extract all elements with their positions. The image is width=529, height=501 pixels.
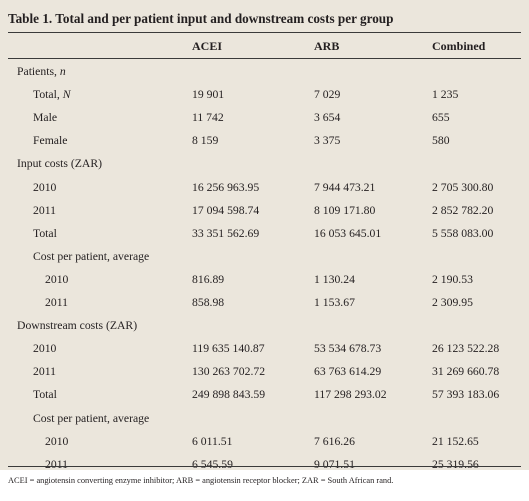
table-title: Table 1. Total and per patient input and… [8,11,394,26]
row-label: Input costs (ZAR) [17,157,103,171]
table-row: 2010 816.89 1 130.24 2 190.53 [0,273,529,293]
acei-value: 16 256 963.95 [192,180,260,194]
table-row: 2011 130 263 702.72 63 763 614.29 31 269 66… [0,365,529,385]
top-rule [8,32,521,33]
row-label: 2010 [45,272,69,286]
combined-value: 57 393 183.06 [432,388,500,402]
table-row: Total, N 19 901 7 029 1 235 [0,88,529,108]
arb-value: 7 944 473.21 [314,180,376,194]
arb-value: 63 763 614.29 [314,365,382,379]
combined-value: 26 123 522.28 [432,342,500,356]
row-label: 2011 [33,365,56,379]
table-row: Female 8 159 3 375 580 [0,134,529,154]
row-label: 2011 [45,296,68,309]
header-arb: ARB [314,39,340,53]
table-row: Cost per patient, average [0,412,529,432]
combined-value: 2 190.53 [432,272,473,286]
combined-value: 2 705 300.80 [432,180,494,194]
acei-value: 8 159 [192,134,219,148]
acei-value: 816.89 [192,272,225,286]
combined-value: 1 235 [432,88,459,102]
table-row: Total 33 351 562.69 16 053 645.01 5 558 083… [0,227,529,247]
row-label: Cost per patient, average [33,249,150,263]
acei-value: 11 742 [192,111,224,125]
combined-value: 25 319.56 [432,457,479,471]
table-footnote: ACEI = angiotensin converting enzyme inh… [8,476,394,485]
table-row: 2011 6 545.59 9 071.51 25 319.56 [0,458,529,478]
row-label: Male [33,111,58,125]
table-panel: Table 1. Total and per patient input and… [0,0,529,471]
combined-value: 580 [432,134,450,148]
acei-value: 130 263 702.72 [192,365,266,379]
table-row: Input costs (ZAR) [0,157,529,177]
arb-value: 3 375 [314,134,341,148]
combined-value: 2 309.95 [432,296,473,309]
header-combined: Combined [432,39,486,53]
acei-value: 6 011.51 [192,434,233,448]
arb-value: 3 654 [314,111,341,125]
arb-value: 53 534 678.73 [314,342,382,356]
combined-value: 31 269 660.78 [432,365,500,379]
combined-value: 655 [432,111,450,125]
arb-value: 1 153.67 [314,296,355,309]
row-label: Cost per patient, average [33,411,150,425]
bottom-rule [8,466,521,467]
arb-value: 9 071.51 [314,457,355,471]
row-label: Total, N [33,88,71,102]
combined-value: 5 558 083.00 [432,226,494,240]
row-label: Patients, n [17,65,66,78]
acei-value: 33 351 562.69 [192,226,260,240]
acei-value: 119 635 140.87 [192,342,265,356]
combined-value: 2 852 782.20 [432,203,494,217]
row-label: 2010 [33,342,57,356]
table-row: 2010 119 635 140.87 53 534 678.73 26 123 52… [0,342,529,362]
arb-value: 117 298 293.02 [314,388,387,402]
table-row: Patients, n [0,65,529,85]
table-row: Cost per patient, average [0,250,529,270]
acei-value: 19 901 [192,88,225,102]
header-rule [8,58,521,59]
table-row: 2010 6 011.51 7 616.26 21 152.65 [0,435,529,455]
table-row: 2011 858.98 1 153.67 2 309.95 [0,296,529,316]
arb-value: 1 130.24 [314,272,355,286]
row-label: 2011 [45,457,68,471]
table-row: Downstream costs (ZAR) [0,319,529,339]
table-row: Total 249 898 843.59 117 298 293.02 57 393 … [0,388,529,408]
row-label: 2010 [33,180,57,194]
arb-value: 7 029 [314,88,341,102]
row-label: Female [33,134,68,148]
header-acei: ACEI [192,39,223,53]
arb-value: 16 053 645.01 [314,226,382,240]
acei-value: 858.98 [192,296,225,309]
combined-value: 21 152.65 [432,434,479,448]
row-label: Total [33,226,57,240]
arb-value: 7 616.26 [314,434,355,448]
acei-value: 249 898 843.59 [192,388,266,402]
arb-value: 8 109 171.80 [314,203,376,217]
table-row: 2010 16 256 963.95 7 944 473.21 2 705 300.8… [0,181,529,201]
table-row: 2011 17 094 598.74 8 109 171.80 2 852 782.2… [0,204,529,224]
row-label: 2010 [45,434,69,448]
acei-value: 17 094 598.74 [192,203,260,217]
acei-value: 6 545.59 [192,457,233,471]
row-label: 2011 [33,203,56,217]
row-label: Total [33,388,57,402]
table-row: Male 11 742 3 654 655 [0,111,529,131]
row-label: Downstream costs (ZAR) [17,319,138,333]
